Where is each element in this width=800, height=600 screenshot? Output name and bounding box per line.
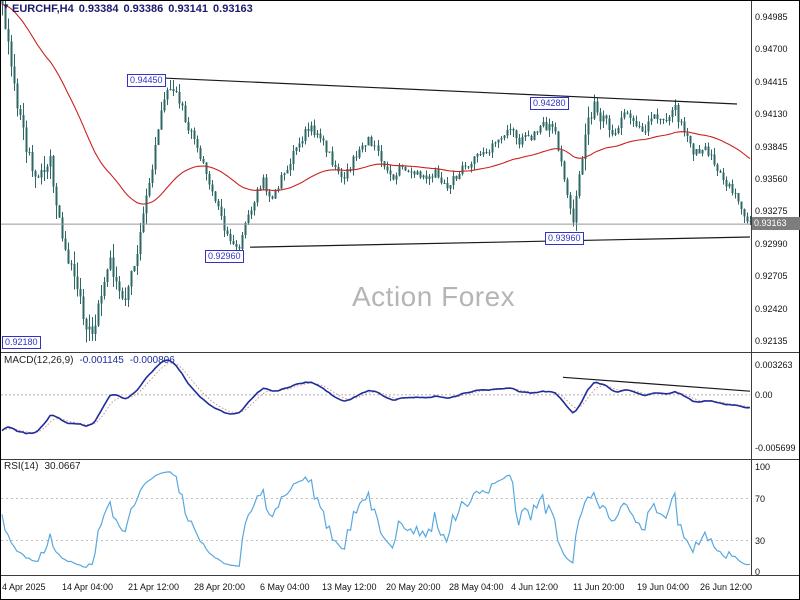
mt4-chart-window: ▼ EURCHF,H4 0.93384 0.93386 0.93141 0.93163 …	[0, 0, 800, 600]
chart-canvas[interactable]	[0, 0, 800, 600]
